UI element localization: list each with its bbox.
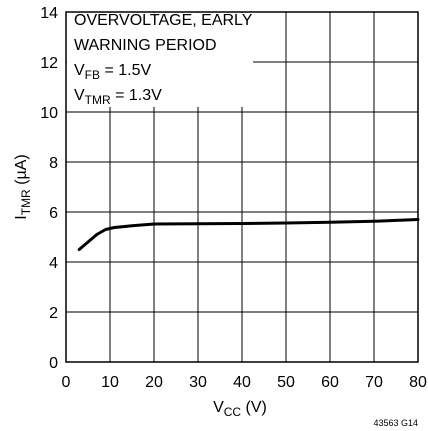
annotation-background bbox=[67, 13, 253, 107]
series-layer bbox=[77, 218, 420, 251]
x-tick-labels: 0 10 20 30 40 50 60 70 80 bbox=[62, 374, 427, 391]
plot-frame bbox=[65, 11, 419, 363]
x-axis-label-subscript: CC bbox=[224, 405, 242, 419]
annotation-vfb-subscript: FB bbox=[85, 68, 100, 82]
annotation-vtmr-symbol: V bbox=[74, 87, 85, 104]
x-tick-label-60: 60 bbox=[321, 374, 339, 391]
x-axis-label-unit: (V) bbox=[241, 399, 267, 416]
x-tick-label-80: 80 bbox=[409, 374, 427, 391]
figure-code: 43563 G14 bbox=[373, 418, 418, 428]
x-tick-label-70: 70 bbox=[365, 374, 383, 391]
annotation-vtmr: VTMR = 1.3V bbox=[74, 87, 162, 107]
annotation-line-1: OVERVOLTAGE, EARLY bbox=[74, 12, 253, 29]
annotation-vfb: VFB = 1.5V bbox=[74, 62, 151, 82]
y-tick-label-8: 8 bbox=[49, 155, 58, 172]
y-axis-label-symbol: I bbox=[13, 215, 30, 219]
x-tick-label-10: 10 bbox=[101, 374, 119, 391]
x-tick-label-40: 40 bbox=[233, 374, 251, 391]
y-axis-label: ITMR (µA) bbox=[13, 154, 33, 219]
y-tick-label-14: 14 bbox=[40, 5, 58, 22]
x-tick-label-30: 30 bbox=[189, 374, 207, 391]
x-tick-label-20: 20 bbox=[145, 374, 163, 391]
y-tick-label-2: 2 bbox=[49, 305, 58, 322]
y-tick-label-12: 12 bbox=[40, 55, 58, 72]
annotation-vtmr-subscript: TMR bbox=[85, 93, 111, 107]
annotation-vtmr-value: = 1.3V bbox=[111, 87, 162, 104]
annotation-line-2: WARNING PERIOD bbox=[74, 37, 217, 54]
annotation-vfb-value: = 1.5V bbox=[100, 62, 151, 79]
annotation-vfb-symbol: V bbox=[74, 62, 85, 79]
annotation-box: OVERVOLTAGE, EARLY WARNING PERIOD VFB = … bbox=[67, 12, 253, 107]
y-tick-label-10: 10 bbox=[40, 105, 58, 122]
y-tick-label-4: 4 bbox=[49, 255, 58, 272]
y-axis-label-unit: (µA) bbox=[13, 154, 30, 189]
y-tick-label-0: 0 bbox=[49, 355, 58, 372]
x-axis-label-symbol: V bbox=[213, 399, 224, 416]
x-tick-label-0: 0 bbox=[62, 374, 71, 391]
y-tick-label-6: 6 bbox=[49, 205, 58, 222]
y-tick-labels: 0 2 4 6 8 10 12 14 bbox=[40, 5, 58, 372]
x-axis-label: VCC (V) bbox=[213, 399, 267, 419]
series-line-1 bbox=[77, 218, 420, 251]
x-tick-label-50: 50 bbox=[277, 374, 295, 391]
y-axis-label-subscript: TMR bbox=[19, 189, 33, 215]
